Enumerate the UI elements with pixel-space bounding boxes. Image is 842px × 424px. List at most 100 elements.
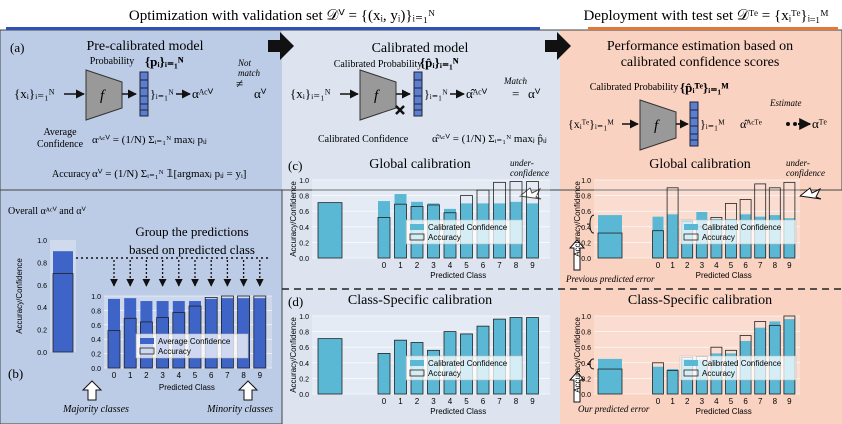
gval-xlabel: Predicted Class — [430, 271, 486, 280]
under-conf-val-icon — [518, 187, 542, 200]
cval-xtick-4: 4 — [448, 397, 453, 406]
under-conf-test-l1: under- — [786, 158, 810, 168]
group-arrows — [110, 260, 264, 287]
cval-xtick-3: 3 — [431, 397, 436, 406]
pre-conf-bar-0 — [108, 298, 120, 368]
pre-ytick-4: 0.8 — [91, 308, 101, 315]
pre-ytick-3: 0.6 — [91, 323, 101, 330]
pre-xlabel: Predicted Class — [159, 383, 215, 392]
pre-xtick-2: 2 — [144, 371, 149, 380]
gtest-xtick-8: 8 — [773, 261, 778, 270]
cval-ytick-3: 0.6 — [299, 345, 309, 352]
model-letter: f — [100, 88, 106, 104]
panel-d-label: (d) — [288, 294, 303, 309]
estimate-label: Estimate — [769, 98, 802, 108]
cval-xlabel: Predicted Class — [430, 407, 486, 416]
pre-xtick-7: 7 — [225, 371, 230, 380]
gtest-overall-acc-bar — [597, 232, 623, 259]
gtest-conf-bar-1 — [667, 214, 679, 258]
gtest-overall-conf-bar — [598, 215, 622, 258]
cal-model-letter: f — [374, 88, 380, 104]
ctest-ytick-5: 1.0 — [581, 314, 591, 321]
perf-title-line1: Performance estimation based on — [607, 39, 793, 54]
gtest-xtick-1: 1 — [670, 261, 675, 270]
gtest-ytick-2: 0.4 — [581, 225, 591, 232]
gval-xtick-4: 4 — [448, 261, 453, 270]
ctest-acc-bar-9 — [783, 315, 796, 395]
global-title-test: Global calibration — [649, 157, 750, 172]
overall-ytick-4: 0.8 — [37, 260, 47, 267]
overall-label: Overall αᴬᶜⱽ and αⱽ — [8, 206, 86, 217]
ctest-conf-bar-1 — [667, 369, 679, 394]
ctest-xtick-1: 1 — [670, 397, 675, 406]
test-model-trapezoid — [639, 99, 677, 151]
under-conf-test-icon — [798, 187, 822, 200]
overall-conf-bar — [53, 251, 73, 352]
cval-overall-conf-bar — [318, 338, 342, 394]
cval-ytick-1: 0.2 — [299, 376, 309, 383]
alpha-ac-label: αᴬᶜⱽ — [192, 86, 214, 101]
pre-xtick-1: 1 — [128, 371, 133, 380]
gtest-legend-swatch-acc — [683, 233, 699, 241]
cval-legend-box — [405, 355, 523, 381]
ctest-xtick-2: 2 — [685, 397, 690, 406]
ctest-xtick-0: 0 — [656, 397, 661, 406]
eq-symbol: = — [512, 86, 519, 101]
gtest-conf-bar-0 — [652, 216, 664, 258]
majority-label: Majority classes — [62, 404, 129, 415]
global-title-val: Global calibration — [369, 157, 470, 172]
pre-xtick-3: 3 — [160, 371, 165, 380]
gval-conf-bar-1 — [394, 194, 407, 258]
panel-c-label: (c) — [288, 158, 302, 173]
pre-ytick-2: 0.4 — [91, 337, 101, 344]
gval-ytick-5: 1.0 — [299, 178, 309, 185]
cval-xtick-6: 6 — [481, 397, 486, 406]
gval-ytick-1: 0.2 — [299, 240, 309, 247]
gtest-xtick-5: 5 — [729, 261, 734, 270]
gval-xtick-1: 1 — [398, 261, 403, 270]
cval-legend-swatch-conf — [410, 360, 424, 366]
gtest-xtick-0: 0 — [656, 261, 661, 270]
cval-legend-conf: Calibrated Confidence — [428, 359, 508, 368]
cal-input-label: {xᵢ}ᵢ₌₁ᴺ — [290, 86, 331, 101]
gval-legend-swatch-acc — [409, 233, 425, 241]
gtest-legend-box — [679, 219, 797, 245]
test-alpha-hat: α̂ᴬᶜᵀᵉ — [740, 117, 762, 131]
group-text-line1: Group the predictions — [135, 224, 248, 239]
ctest-xtick-9: 9 — [787, 397, 792, 406]
avg-conf-formula: αᴬᶜⱽ = (1/N) Σᵢ₌₁ᴺ maxⱼ pᵢⱼ — [92, 134, 207, 146]
cval-conf-bar-9 — [526, 317, 539, 394]
gtest-xtick-4: 4 — [714, 261, 719, 270]
probability-label: Probability — [90, 56, 134, 67]
gval-ytick-2: 0.4 — [299, 225, 309, 232]
under-conf-val-l1: under- — [510, 158, 534, 168]
p-set-label: {pᵢ}ᵢ₌₁ᴺ — [145, 54, 184, 69]
gval-legend-acc: Accuracy — [428, 233, 461, 242]
gval-conf-bar-0 — [378, 201, 390, 258]
gval-legend-swatch-conf — [410, 224, 424, 230]
pre-ytick-1: 0.2 — [91, 352, 101, 359]
out-set-label: }ᵢ₌₁ᴺ — [150, 87, 174, 101]
cval-conf-bar-1 — [394, 340, 407, 394]
gtest-acc-bar-0 — [652, 230, 664, 259]
gtest-legend-swatch-conf — [684, 224, 698, 230]
overall-ytick-1: 0.2 — [37, 328, 47, 335]
cval-xtick-8: 8 — [514, 397, 519, 406]
gtest-xtick-6: 6 — [743, 261, 748, 270]
cval-legend-swatch-acc — [409, 369, 425, 377]
overall-ytick-0: 0.0 — [37, 350, 47, 357]
gval-xtick-2: 2 — [415, 261, 420, 270]
pre-xtick-8: 8 — [241, 371, 246, 380]
gtest-ylabel: Accuracy/Confidence — [573, 181, 582, 257]
overall-ytick-2: 0.4 — [37, 305, 47, 312]
cval-xtick-1: 1 — [398, 397, 403, 406]
pre-legend-swatch-conf — [140, 338, 154, 344]
gval-xtick-8: 8 — [514, 261, 519, 270]
gtest-ytick-1: 0.2 — [581, 240, 591, 247]
test-prob-label: Calibrated Probability — [590, 82, 679, 93]
panel-a-label: (a) — [10, 40, 24, 55]
not-match-text: Not match — [237, 58, 260, 78]
wrench-icon — [395, 105, 405, 115]
panel-b-label: (b) — [8, 366, 23, 381]
